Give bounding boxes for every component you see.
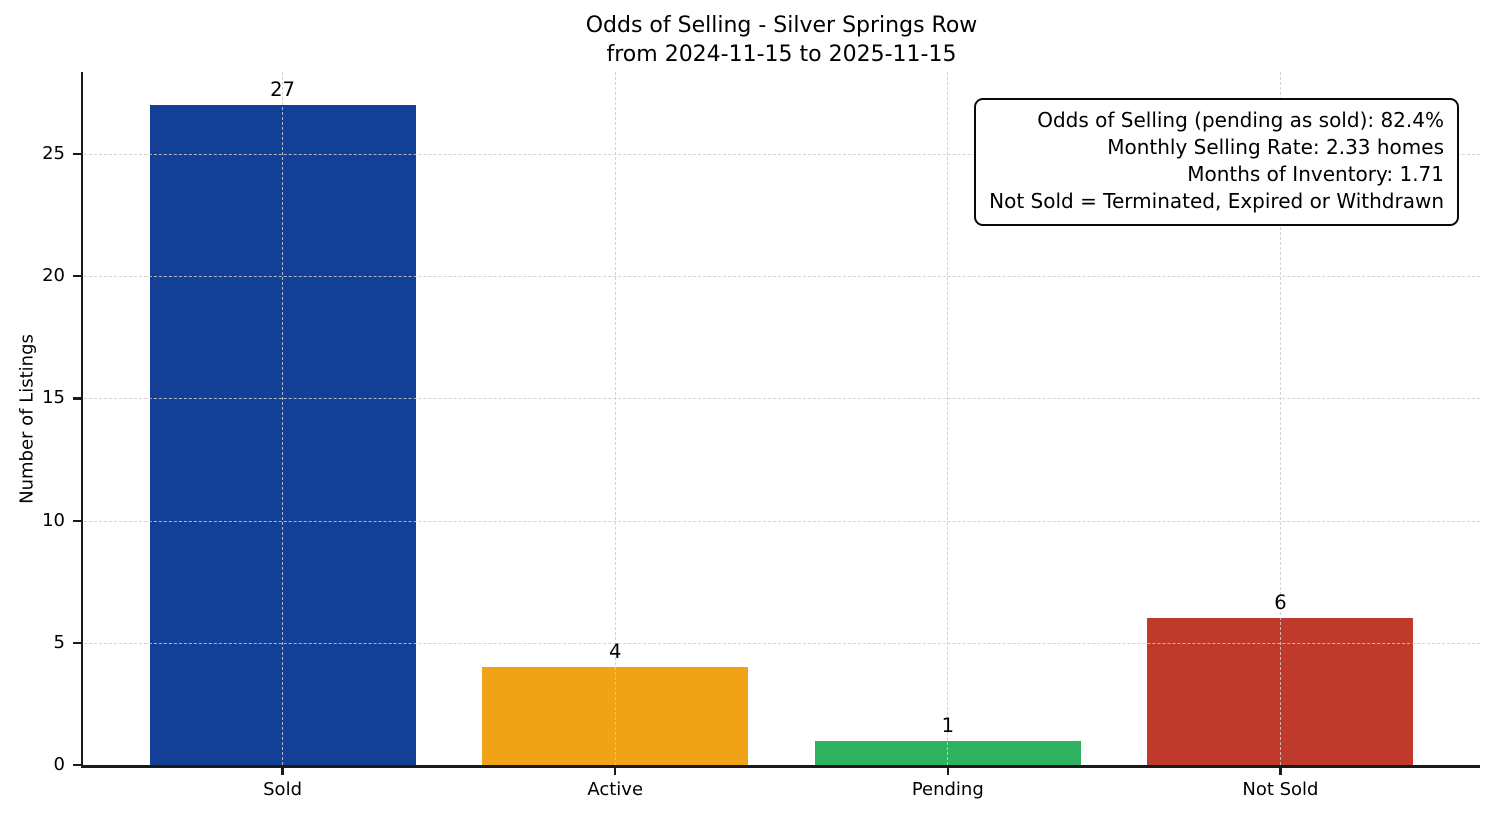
h-gridline [84,398,1480,400]
x-tick-label-sold: Sold [263,779,302,800]
x-tick-label-not-sold: Not Sold [1242,779,1319,800]
x-axis-spine [80,765,1480,768]
chart-subtitle: from 2024-11-15 to 2025-11-15 [606,42,957,67]
stats-line-monthly-selling-rate: Monthly Selling Rate: 2.33 homes [1107,135,1444,159]
h-gridline [84,276,1480,278]
chart-title-block: Odds of Selling - Silver Springs Row fro… [83,11,1480,69]
v-gridline [1279,72,1281,765]
v-gridline [947,72,949,765]
y-tick-label: 0 [53,754,65,775]
v-gridline [282,72,284,765]
y-tick-label: 25 [42,142,65,164]
h-gridline [84,642,1480,644]
y-tick [73,397,82,400]
y-tick [73,764,82,767]
bar-value-label-pending: 1 [941,713,954,737]
v-gridline [614,72,616,765]
h-gridline [84,153,1480,155]
x-tick [1279,766,1282,775]
bar-value-label-not-sold: 6 [1274,591,1287,615]
stats-box: Odds of Selling (pending as sold): 82.4%… [974,98,1459,226]
stats-line-odds-of-selling: Odds of Selling (pending as sold): 82.4% [1037,108,1444,132]
y-tick-label: 15 [42,387,65,409]
y-axis-label: Number of Listings [16,334,38,504]
y-tick [73,519,82,522]
x-tick [614,766,617,775]
y-tick-label: 20 [42,265,65,287]
y-tick [73,641,82,644]
bar-value-label-sold: 27 [270,78,295,101]
x-tick [281,766,284,775]
y-tick-label: 5 [53,631,65,653]
x-tick-label-active: Active [587,779,644,800]
y-tick [73,275,82,278]
x-tick [946,766,949,775]
bar-value-label-active: 4 [608,640,622,664]
h-gridline [84,520,1480,522]
y-axis-spine [80,72,83,768]
chart-title: Odds of Selling - Silver Springs Row [585,13,978,38]
y-tick [73,152,82,156]
y-tick-label: 10 [42,509,65,531]
stats-line-not-sold-definition: Not Sold = Terminated, Expired or Withdr… [989,189,1444,213]
stats-line-months-of-inventory: Months of Inventory: 1.71 [1187,162,1444,186]
x-tick-label-pending: Pending [911,779,984,800]
